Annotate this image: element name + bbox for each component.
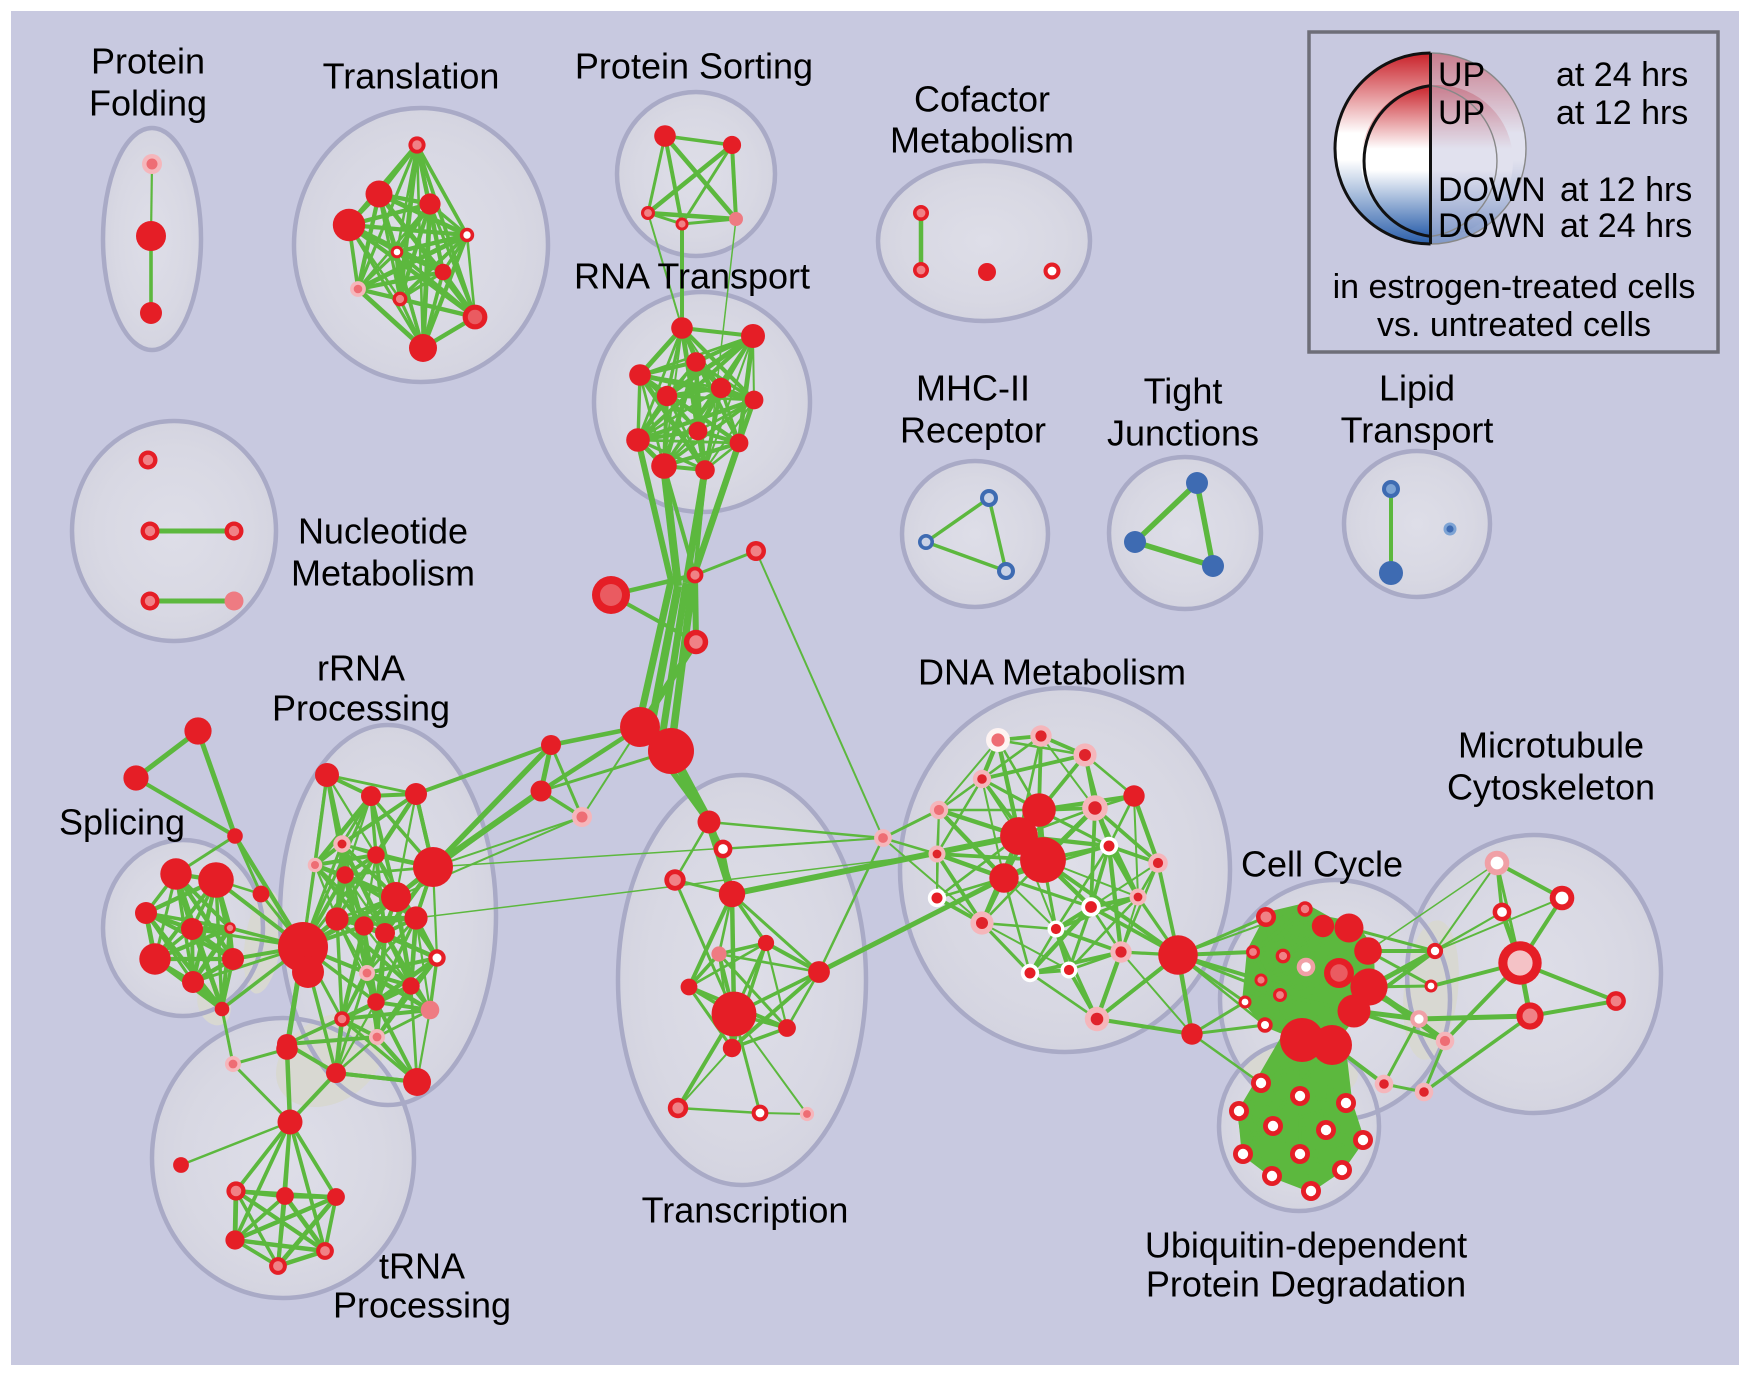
- svg-text:Protein Sorting: Protein Sorting: [575, 46, 813, 87]
- svg-text:UP: UP: [1438, 56, 1485, 94]
- svg-text:Translation: Translation: [323, 56, 500, 97]
- svg-text:Tight: Tight: [1144, 371, 1223, 412]
- svg-text:Metabolism: Metabolism: [890, 120, 1074, 161]
- svg-text:at 24 hrs: at 24 hrs: [1556, 56, 1688, 94]
- svg-text:tRNA: tRNA: [379, 1246, 465, 1287]
- svg-text:Processing: Processing: [333, 1285, 511, 1326]
- svg-text:Receptor: Receptor: [900, 410, 1046, 451]
- svg-text:Processing: Processing: [272, 688, 450, 729]
- svg-text:RNA Transport: RNA Transport: [574, 256, 810, 297]
- svg-text:Nucleotide: Nucleotide: [298, 511, 468, 552]
- svg-text:DOWN: DOWN: [1438, 207, 1546, 245]
- svg-text:Cofactor: Cofactor: [914, 79, 1050, 120]
- svg-text:Lipid: Lipid: [1379, 368, 1455, 409]
- svg-text:Cytoskeleton: Cytoskeleton: [1447, 767, 1655, 808]
- svg-text:Splicing: Splicing: [59, 802, 185, 843]
- svg-text:DOWN: DOWN: [1438, 171, 1546, 209]
- svg-text:MHC-II: MHC-II: [916, 368, 1030, 409]
- svg-text:at 12 hrs: at 12 hrs: [1556, 94, 1688, 132]
- svg-text:Transcription: Transcription: [642, 1190, 849, 1231]
- svg-text:Transport: Transport: [1341, 410, 1494, 451]
- svg-text:UP: UP: [1438, 94, 1485, 132]
- svg-text:Protein Degradation: Protein Degradation: [1146, 1264, 1466, 1305]
- svg-text:in estrogen-treated cells: in estrogen-treated cells: [1333, 268, 1696, 306]
- svg-text:at 24 hrs: at 24 hrs: [1560, 207, 1692, 245]
- svg-text:Protein: Protein: [91, 41, 205, 82]
- svg-text:at 12 hrs: at 12 hrs: [1560, 171, 1692, 209]
- svg-text:Microtubule: Microtubule: [1458, 725, 1644, 766]
- svg-text:vs. untreated cells: vs. untreated cells: [1377, 306, 1651, 344]
- svg-text:Metabolism: Metabolism: [291, 553, 475, 594]
- svg-text:Cell Cycle: Cell Cycle: [1241, 844, 1403, 885]
- svg-text:Folding: Folding: [89, 83, 207, 124]
- svg-text:Junctions: Junctions: [1107, 413, 1259, 454]
- svg-text:rRNA: rRNA: [317, 648, 405, 689]
- svg-text:DNA Metabolism: DNA Metabolism: [918, 652, 1186, 693]
- svg-text:Ubiquitin-dependent: Ubiquitin-dependent: [1145, 1225, 1467, 1266]
